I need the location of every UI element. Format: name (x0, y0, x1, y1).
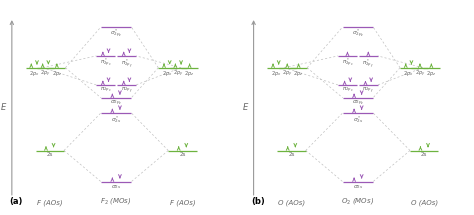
Text: $\sigma_{2s}$: $\sigma_{2s}$ (353, 183, 363, 191)
Text: E: E (0, 103, 6, 112)
Text: O$_2$ (MOs): O$_2$ (MOs) (341, 196, 374, 206)
Text: $2p_y$: $2p_y$ (40, 69, 51, 79)
Text: $2p_x$: $2p_x$ (271, 69, 281, 78)
Text: $\pi_{2p_x}$: $\pi_{2p_x}$ (100, 86, 111, 95)
Text: $2p_y$: $2p_y$ (173, 69, 183, 79)
Text: $2p_x$: $2p_x$ (162, 69, 172, 78)
Text: $2p_x$: $2p_x$ (403, 69, 414, 78)
Text: $\sigma^*_{2p_z}$: $\sigma^*_{2p_z}$ (110, 28, 122, 40)
Text: $2p_y$: $2p_y$ (282, 69, 292, 79)
Text: $\pi^*_{2p_y}$: $\pi^*_{2p_y}$ (363, 57, 374, 70)
Text: $\pi_{2p_y}$: $\pi_{2p_y}$ (121, 86, 132, 96)
Text: E: E (242, 103, 248, 112)
Text: $\pi^*_{2p_y}$: $\pi^*_{2p_y}$ (121, 57, 132, 70)
Text: $\sigma^*_{2s}$: $\sigma^*_{2s}$ (353, 114, 363, 125)
Text: $\sigma_{2p_z}$: $\sigma_{2p_z}$ (352, 99, 364, 108)
Text: $2p_z$: $2p_z$ (184, 69, 195, 78)
Text: $\pi^*_{2p_x}$: $\pi^*_{2p_x}$ (100, 57, 111, 69)
Text: $\pi_{2p_y}$: $\pi_{2p_y}$ (363, 86, 374, 96)
Text: O (AOs): O (AOs) (278, 200, 305, 206)
Text: $\sigma^*_{2p_z}$: $\sigma^*_{2p_z}$ (352, 28, 364, 40)
Text: F (AOs): F (AOs) (37, 200, 63, 206)
Text: $\sigma_{2p_z}$: $\sigma_{2p_z}$ (110, 99, 122, 108)
Text: $\pi_{2p_x}$: $\pi_{2p_x}$ (342, 86, 353, 95)
Text: $2p_z$: $2p_z$ (426, 69, 437, 78)
Text: 2s: 2s (179, 152, 186, 157)
Text: 2s: 2s (46, 152, 53, 157)
Text: (a): (a) (9, 197, 23, 206)
Text: (b): (b) (251, 197, 265, 206)
Text: $2p_x$: $2p_x$ (29, 69, 39, 78)
Text: 2s: 2s (288, 152, 295, 157)
Text: $\sigma^*_{2s}$: $\sigma^*_{2s}$ (111, 114, 121, 125)
Text: $2p_y$: $2p_y$ (415, 69, 425, 79)
Text: F$_2$ (MOs): F$_2$ (MOs) (100, 196, 132, 206)
Text: $2p_z$: $2p_z$ (52, 69, 62, 78)
Text: F (AOs): F (AOs) (170, 200, 195, 206)
Text: O (AOs): O (AOs) (410, 200, 438, 206)
Text: $2p_z$: $2p_z$ (293, 69, 304, 78)
Text: $\pi^*_{2p_x}$: $\pi^*_{2p_x}$ (342, 57, 353, 69)
Text: $\sigma_{2s}$: $\sigma_{2s}$ (111, 183, 121, 191)
Text: 2s: 2s (421, 152, 428, 157)
